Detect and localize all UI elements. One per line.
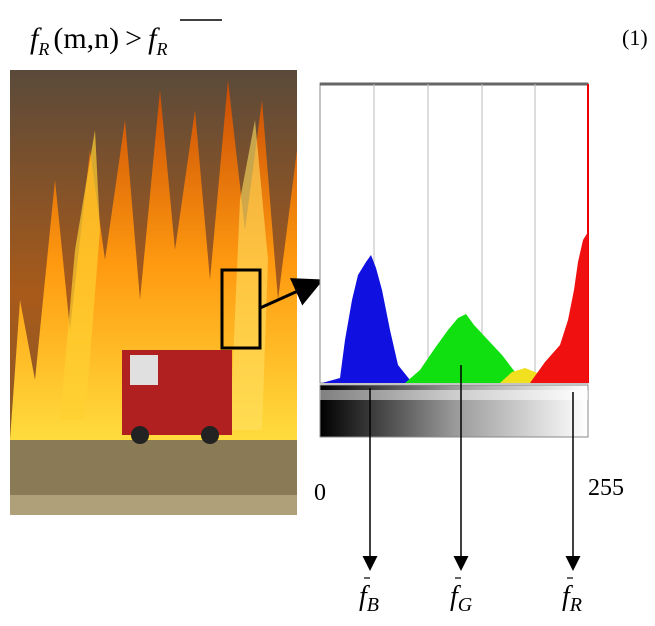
zoom-arrow: [259, 278, 324, 310]
equation: fR (m,n) > fR: [30, 22, 167, 59]
marker-subscript: G: [458, 594, 473, 616]
rhs-subscript: R: [155, 39, 167, 59]
args: (m,n): [53, 22, 119, 55]
histogram: [319, 82, 589, 438]
operator: >: [125, 22, 142, 55]
axis-max-label: 255: [588, 475, 624, 501]
marker-symbol: f: [562, 581, 573, 612]
marker-symbol: f: [359, 581, 370, 612]
marker-arrows: [362, 365, 581, 571]
marker-subscript: B: [367, 594, 379, 616]
lhs-subscript: R: [37, 39, 49, 59]
marker-label: fB: [359, 581, 379, 616]
marker-label: fR: [562, 581, 582, 616]
fire-photo: [10, 70, 297, 515]
marker-labels: fB fG fR: [359, 577, 582, 616]
axis-min-label: 0: [314, 480, 326, 506]
marker-subscript: R: [569, 594, 582, 616]
equation-number: (1): [622, 25, 648, 50]
marker-label: fG: [450, 581, 473, 616]
marker-symbol: f: [450, 581, 461, 612]
